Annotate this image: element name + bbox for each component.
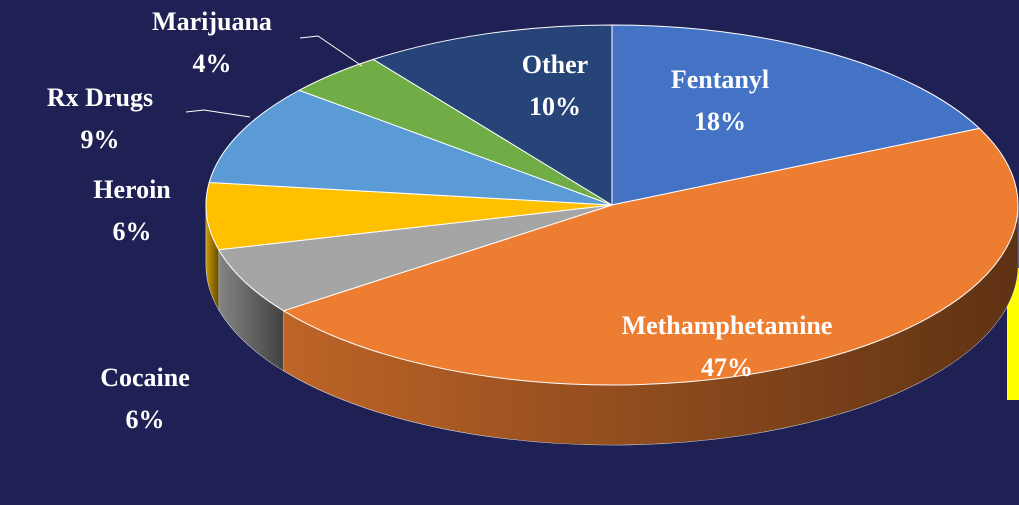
pie-slice <box>217 204 613 312</box>
leader-line <box>299 35 363 67</box>
slice-label: Fentanyl <box>671 65 769 94</box>
slice-side-shade <box>218 249 284 371</box>
slice-label: Heroin <box>93 175 171 204</box>
pie-tops <box>205 24 1019 386</box>
slice-side-shade <box>206 205 219 310</box>
slice-value-label: 6% <box>126 405 165 434</box>
slice-label: Marijuana <box>152 7 272 36</box>
labels: Fentanyl 18% Methamphetamine 47% Cocaine 6% He… <box>47 7 833 434</box>
pie-slice <box>208 89 613 206</box>
pie-slice <box>205 181 613 251</box>
slice-side-shade <box>283 205 1019 445</box>
slice-value-label: 10% <box>529 92 581 121</box>
slice-label: Methamphetamine <box>622 311 833 340</box>
slice-label: Cocaine <box>100 363 190 392</box>
slice-value-label: 6% <box>113 217 152 246</box>
slice-value-label: 9% <box>81 125 120 154</box>
pie-slice <box>282 127 1019 386</box>
slice-label: Other <box>522 50 588 79</box>
pie-sides <box>205 204 1019 446</box>
slice-label: Rx Drugs <box>47 83 153 112</box>
pie-slice <box>372 24 613 206</box>
leader-line <box>185 109 251 118</box>
slice-value-label: 4% <box>193 49 232 78</box>
slice-value-label: 18% <box>694 107 746 136</box>
slice-value-label: 47% <box>701 353 753 382</box>
pie-slice <box>611 24 981 206</box>
